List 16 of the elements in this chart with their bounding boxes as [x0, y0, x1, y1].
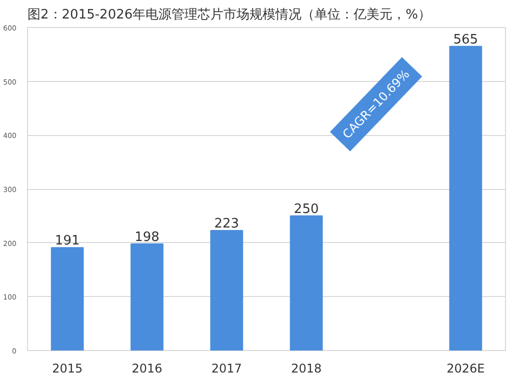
x-tick-label: 2016 — [132, 362, 162, 376]
x-tick-label: 2017 — [211, 362, 242, 376]
x-tick-label: 2026E — [446, 362, 485, 376]
bar — [449, 46, 482, 350]
bar — [210, 230, 244, 350]
x-tick-label: 2018 — [291, 362, 322, 376]
data-label: 250 — [294, 202, 319, 217]
bar — [50, 247, 84, 350]
chart-title: 图2：2015-2026年电源管理芯片市场规模情况（单位：亿美元，%） — [28, 6, 431, 22]
data-label: 223 — [214, 216, 240, 232]
bar — [130, 243, 164, 350]
data-label: 191 — [54, 234, 80, 249]
data-label: 198 — [134, 230, 160, 245]
data-label: 565 — [453, 32, 478, 48]
x-tick-label: 2015 — [52, 362, 83, 376]
bar — [290, 215, 323, 350]
